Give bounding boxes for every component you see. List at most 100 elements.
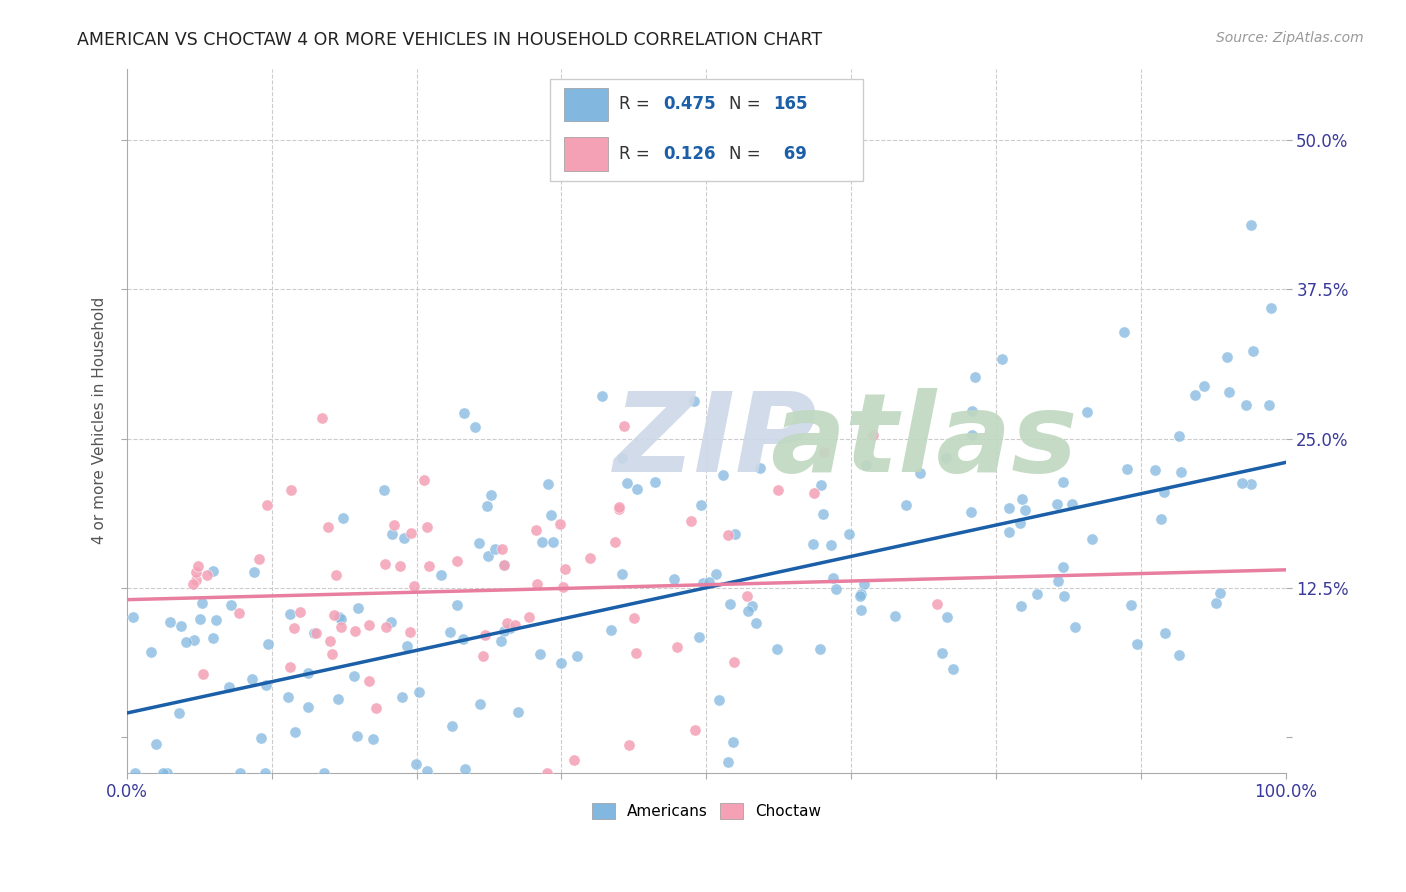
Point xyxy=(1150,512,1173,526)
Point xyxy=(662,572,685,586)
Point xyxy=(402,578,425,592)
Point xyxy=(607,502,630,516)
Point xyxy=(745,615,768,630)
Point xyxy=(332,510,354,524)
Point xyxy=(325,567,347,582)
Point xyxy=(415,520,437,534)
Point xyxy=(717,528,740,542)
Point xyxy=(359,618,381,632)
Point xyxy=(1167,429,1189,443)
Point xyxy=(186,565,208,579)
Point xyxy=(418,558,440,573)
Point xyxy=(280,660,302,674)
Point xyxy=(717,755,740,769)
Point xyxy=(247,552,270,566)
Point xyxy=(405,757,427,772)
Point xyxy=(931,646,953,660)
Point xyxy=(808,642,831,657)
Point xyxy=(704,567,727,582)
Point xyxy=(1060,497,1083,511)
Point xyxy=(959,505,981,519)
Point xyxy=(1170,465,1192,479)
FancyBboxPatch shape xyxy=(564,87,607,121)
Point xyxy=(398,624,420,639)
Point xyxy=(361,732,384,747)
Point xyxy=(357,674,380,689)
Point xyxy=(1080,532,1102,546)
Point xyxy=(567,649,589,664)
Point xyxy=(689,498,711,512)
Point xyxy=(1240,477,1263,491)
Point xyxy=(468,697,491,711)
Point xyxy=(599,623,621,637)
Point xyxy=(454,762,477,776)
Point xyxy=(297,699,319,714)
Point xyxy=(284,724,307,739)
Point xyxy=(277,690,299,704)
Point xyxy=(749,460,772,475)
Point xyxy=(1076,405,1098,419)
Text: 165: 165 xyxy=(773,95,808,113)
FancyBboxPatch shape xyxy=(564,136,607,170)
Point xyxy=(477,549,499,564)
Point xyxy=(464,420,486,434)
Text: R =: R = xyxy=(620,95,655,113)
Point xyxy=(998,524,1021,539)
Point xyxy=(960,428,983,442)
Point xyxy=(820,538,842,552)
Point xyxy=(526,576,548,591)
Point xyxy=(813,508,835,522)
Point xyxy=(935,450,957,465)
Point xyxy=(346,729,368,743)
Point xyxy=(503,618,526,632)
Point xyxy=(965,369,987,384)
Point xyxy=(396,639,419,653)
Point xyxy=(962,404,984,418)
Point xyxy=(1063,620,1085,634)
Point xyxy=(862,427,884,442)
Point xyxy=(1144,463,1167,477)
Point xyxy=(297,666,319,681)
Point xyxy=(1114,325,1136,339)
Point xyxy=(415,764,437,778)
Point xyxy=(591,389,613,403)
Point xyxy=(1011,491,1033,506)
Point xyxy=(254,765,277,780)
Point xyxy=(496,616,519,631)
Point xyxy=(218,680,240,694)
Text: 0.126: 0.126 xyxy=(664,145,716,163)
Point xyxy=(1232,476,1254,491)
Point xyxy=(479,487,502,501)
Point xyxy=(243,565,266,579)
Point xyxy=(343,624,366,638)
Point xyxy=(1047,574,1070,588)
Point xyxy=(613,418,636,433)
Point xyxy=(1194,379,1216,393)
Point xyxy=(319,634,342,648)
Point xyxy=(1052,559,1074,574)
Point xyxy=(152,765,174,780)
Point xyxy=(991,351,1014,366)
Point xyxy=(382,518,405,533)
Point xyxy=(1025,587,1047,601)
Point xyxy=(240,672,263,686)
Point xyxy=(1234,398,1257,412)
Point xyxy=(343,669,366,683)
Point xyxy=(181,577,204,591)
Point xyxy=(741,599,763,614)
Point xyxy=(626,482,648,496)
Point xyxy=(766,483,789,497)
Point xyxy=(329,620,352,634)
Point xyxy=(529,647,551,661)
Point xyxy=(553,580,575,594)
Point xyxy=(1052,475,1074,490)
Point xyxy=(492,558,515,573)
Point xyxy=(540,508,562,522)
Point xyxy=(364,701,387,715)
Point xyxy=(257,637,280,651)
Point xyxy=(607,500,630,514)
Text: atlas: atlas xyxy=(770,388,1077,495)
Point xyxy=(548,517,571,532)
Point xyxy=(322,608,344,623)
Point xyxy=(347,600,370,615)
